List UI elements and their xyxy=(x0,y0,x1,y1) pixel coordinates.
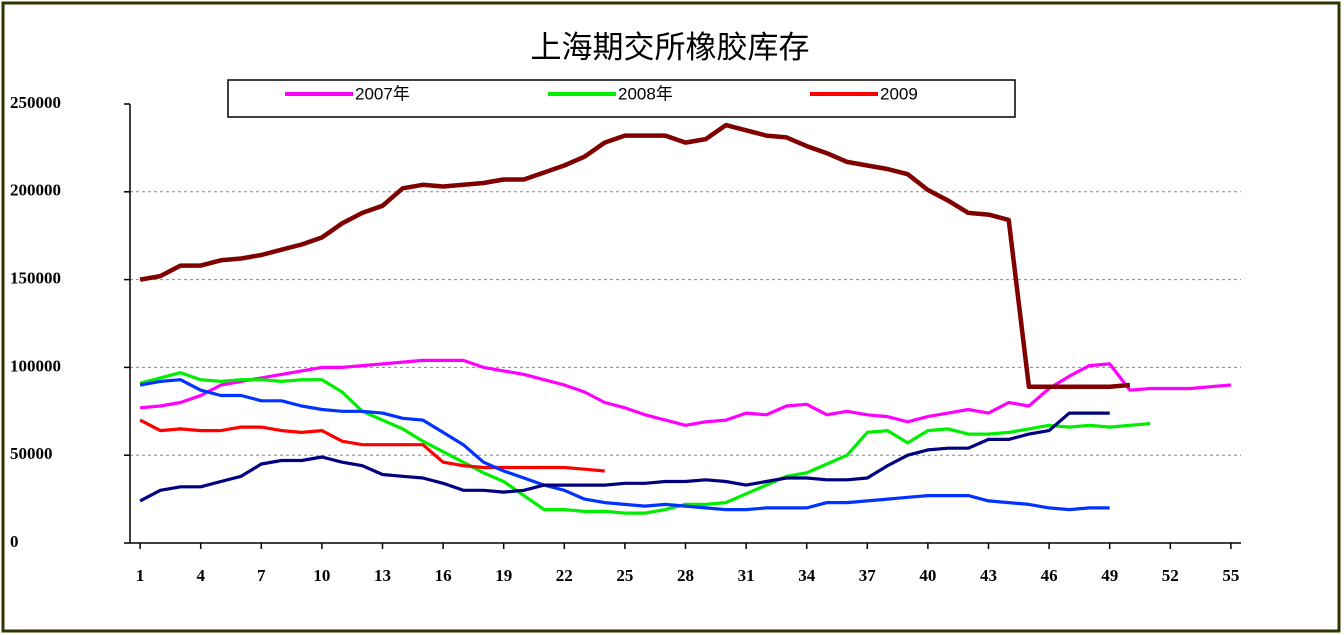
x-tick-label: 40 xyxy=(919,566,936,585)
legend xyxy=(227,79,1016,118)
x-tick-label: 46 xyxy=(1041,566,1058,585)
legend-label: 2008年 xyxy=(618,84,673,103)
legend-label: 2009 xyxy=(880,84,918,103)
x-tick-label: 22 xyxy=(556,566,573,585)
x-tick-label: 10 xyxy=(313,566,330,585)
x-tick-label: 1 xyxy=(136,566,145,585)
x-tick-label: 31 xyxy=(738,566,755,585)
series-line xyxy=(139,371,1151,515)
y-tick-label: 200000 xyxy=(10,181,61,200)
x-tick-label: 34 xyxy=(798,566,816,585)
x-tick-label: 19 xyxy=(495,566,512,585)
x-tick-label: 37 xyxy=(859,566,877,585)
y-tick-label: 100000 xyxy=(10,356,61,375)
x-tick-label: 13 xyxy=(374,566,391,585)
legend-label: 2007年 xyxy=(355,84,410,103)
x-tick-label: 4 xyxy=(196,566,205,585)
y-tick-label: 0 xyxy=(10,532,19,551)
x-tick-label: 55 xyxy=(1222,566,1239,585)
x-tick-label: 43 xyxy=(980,566,997,585)
series-line xyxy=(139,122,1131,389)
x-tick-label: 52 xyxy=(1162,566,1179,585)
x-tick-label: 25 xyxy=(616,566,633,585)
series-line xyxy=(139,411,1110,503)
x-tick-label: 16 xyxy=(435,566,452,585)
x-tick-label: 28 xyxy=(677,566,694,585)
x-tick-label: 7 xyxy=(257,566,266,585)
chart-title: 上海期交所橡胶库存 xyxy=(531,30,810,65)
y-tick-label: 150000 xyxy=(10,269,61,288)
y-tick-label: 250000 xyxy=(10,93,61,112)
x-tick-label: 49 xyxy=(1101,566,1118,585)
series-line xyxy=(139,378,1110,512)
series-line xyxy=(139,418,605,473)
y-tick-label: 50000 xyxy=(10,444,53,463)
